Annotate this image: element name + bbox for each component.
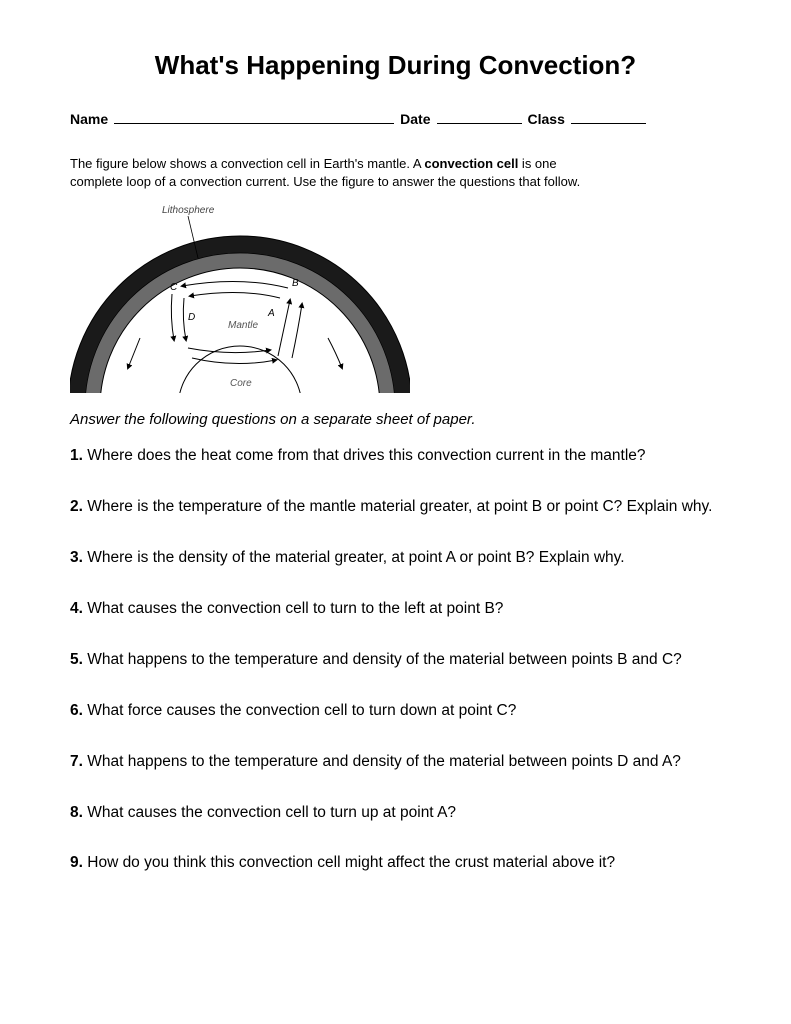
worksheet-page: What's Happening During Convection? Name… (0, 0, 791, 954)
qnum: 7. (70, 753, 83, 770)
question-1: 1. Where does the heat come from that dr… (70, 446, 721, 467)
qtext: What happens to the temperature and dens… (87, 651, 682, 668)
qtext: Where is the density of the material gre… (87, 549, 624, 566)
qtext: What causes the convection cell to turn … (87, 804, 456, 821)
point-a: A (267, 308, 275, 319)
qtext: What happens to the temperature and dens… (87, 753, 681, 770)
intro-text: The figure below shows a convection cell… (70, 155, 590, 190)
qnum: 4. (70, 600, 83, 617)
point-b: B (292, 278, 299, 289)
qnum: 8. (70, 804, 83, 821)
questions-list: 1. Where does the heat come from that dr… (70, 446, 721, 874)
date-label: Date (400, 111, 430, 127)
mantle-label: Mantle (228, 320, 258, 331)
question-9: 9. How do you think this convection cell… (70, 853, 721, 874)
name-blank[interactable] (114, 123, 394, 124)
intro-pre: The figure below shows a convection cell… (70, 156, 424, 171)
qtext: What causes the convection cell to turn … (87, 600, 503, 617)
name-label: Name (70, 111, 108, 127)
date-blank[interactable] (437, 123, 522, 124)
class-blank[interactable] (571, 123, 646, 124)
qtext: How do you think this convection cell mi… (87, 854, 615, 871)
question-6: 6. What force causes the convection cell… (70, 701, 721, 722)
qnum: 1. (70, 447, 83, 464)
point-c: C (170, 282, 178, 293)
qtext: Where is the temperature of the mantle m… (87, 498, 712, 515)
question-3: 3. Where is the density of the material … (70, 548, 721, 569)
point-d: D (188, 312, 195, 323)
class-label: Class (528, 111, 565, 127)
question-5: 5. What happens to the temperature and d… (70, 650, 721, 671)
instruction-text: Answer the following questions on a sepa… (70, 411, 721, 428)
diagram-svg: Lithosphere Mantle Core A B C D (70, 198, 410, 393)
qnum: 5. (70, 651, 83, 668)
question-8: 8. What causes the convection cell to tu… (70, 803, 721, 824)
core-label: Core (230, 378, 252, 389)
question-7: 7. What happens to the temperature and d… (70, 752, 721, 773)
question-2: 2. Where is the temperature of the mantl… (70, 497, 721, 518)
qnum: 3. (70, 549, 83, 566)
qtext: Where does the heat come from that drive… (87, 447, 645, 464)
qnum: 9. (70, 854, 83, 871)
question-4: 4. What causes the convection cell to tu… (70, 599, 721, 620)
intro-bold: convection cell (424, 156, 518, 171)
student-info-row: Name Date Class (70, 111, 721, 127)
lithosphere-label: Lithosphere (162, 205, 215, 216)
convection-diagram: Lithosphere Mantle Core A B C D (70, 198, 410, 393)
qtext: What force causes the convection cell to… (87, 702, 516, 719)
page-title: What's Happening During Convection? (70, 50, 721, 81)
qnum: 6. (70, 702, 83, 719)
qnum: 2. (70, 498, 83, 515)
